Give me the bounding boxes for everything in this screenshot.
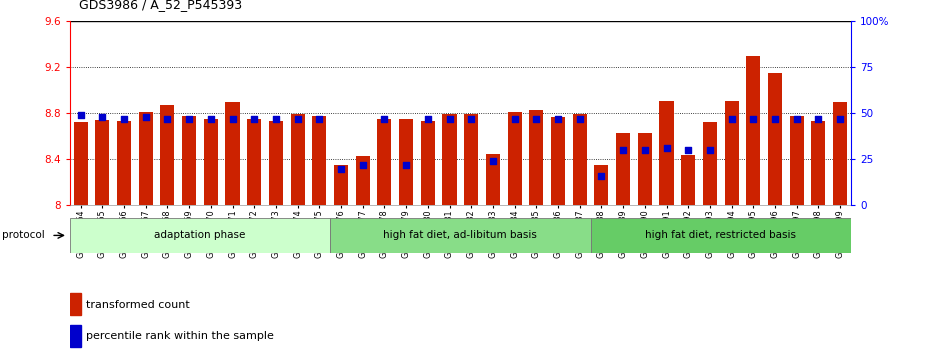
Bar xyxy=(182,115,196,205)
Point xyxy=(637,147,652,153)
Bar xyxy=(833,102,847,205)
Bar xyxy=(485,154,500,205)
Point xyxy=(551,116,565,122)
Bar xyxy=(768,73,782,205)
Bar xyxy=(464,114,478,205)
Bar xyxy=(681,155,696,205)
Point xyxy=(355,162,370,168)
Text: transformed count: transformed count xyxy=(86,299,190,310)
Bar xyxy=(70,325,81,347)
Point xyxy=(746,116,761,122)
Bar xyxy=(73,122,87,205)
Point xyxy=(485,158,500,164)
Bar xyxy=(334,165,348,205)
Bar xyxy=(573,114,587,205)
Bar xyxy=(70,293,81,315)
Point xyxy=(572,116,587,122)
Bar xyxy=(95,120,110,205)
Point xyxy=(290,116,305,122)
Point xyxy=(681,147,696,153)
Bar xyxy=(616,133,631,205)
Point xyxy=(399,162,414,168)
Bar xyxy=(269,121,283,205)
Bar xyxy=(811,121,826,205)
Point xyxy=(702,147,717,153)
Bar xyxy=(117,121,131,205)
Bar xyxy=(247,119,261,205)
Bar xyxy=(160,105,175,205)
Bar xyxy=(355,156,370,205)
Bar xyxy=(378,119,392,205)
Point xyxy=(225,116,240,122)
Text: protocol: protocol xyxy=(2,230,45,240)
Bar xyxy=(70,218,330,253)
Point xyxy=(420,116,435,122)
Bar xyxy=(746,56,761,205)
Point xyxy=(160,116,175,122)
Text: GDS3986 / A_52_P545393: GDS3986 / A_52_P545393 xyxy=(79,0,242,11)
Point xyxy=(767,116,782,122)
Bar xyxy=(529,110,543,205)
Bar xyxy=(443,114,457,205)
Bar xyxy=(330,218,591,253)
Bar xyxy=(551,117,565,205)
Bar xyxy=(591,218,851,253)
Point xyxy=(594,173,609,179)
Bar xyxy=(225,102,240,205)
Text: high fat diet, ad-libitum basis: high fat diet, ad-libitum basis xyxy=(383,230,538,240)
Bar xyxy=(724,101,738,205)
Bar xyxy=(790,115,804,205)
Point xyxy=(139,114,153,120)
Bar xyxy=(312,115,326,205)
Point xyxy=(659,145,674,151)
Point xyxy=(312,116,326,122)
Text: adaptation phase: adaptation phase xyxy=(154,230,246,240)
Bar xyxy=(703,122,717,205)
Text: percentile rank within the sample: percentile rank within the sample xyxy=(86,331,274,342)
Point xyxy=(529,116,544,122)
Point xyxy=(442,116,457,122)
Bar xyxy=(420,121,435,205)
Point xyxy=(246,116,261,122)
Bar xyxy=(508,112,522,205)
Point xyxy=(181,116,196,122)
Bar xyxy=(399,119,413,205)
Point xyxy=(116,116,131,122)
Point xyxy=(464,116,479,122)
Point xyxy=(269,116,284,122)
Bar xyxy=(594,165,608,205)
Point xyxy=(334,166,349,171)
Point xyxy=(507,116,522,122)
Bar xyxy=(290,114,305,205)
Bar xyxy=(638,133,652,205)
Bar xyxy=(204,119,218,205)
Point xyxy=(95,114,110,120)
Text: high fat diet, restricted basis: high fat diet, restricted basis xyxy=(645,230,796,240)
Point xyxy=(790,116,804,122)
Point xyxy=(724,116,739,122)
Bar xyxy=(659,101,673,205)
Point xyxy=(811,116,826,122)
Point xyxy=(73,112,88,118)
Point xyxy=(616,147,631,153)
Point xyxy=(832,116,847,122)
Point xyxy=(204,116,219,122)
Point xyxy=(377,116,392,122)
Bar xyxy=(139,112,153,205)
